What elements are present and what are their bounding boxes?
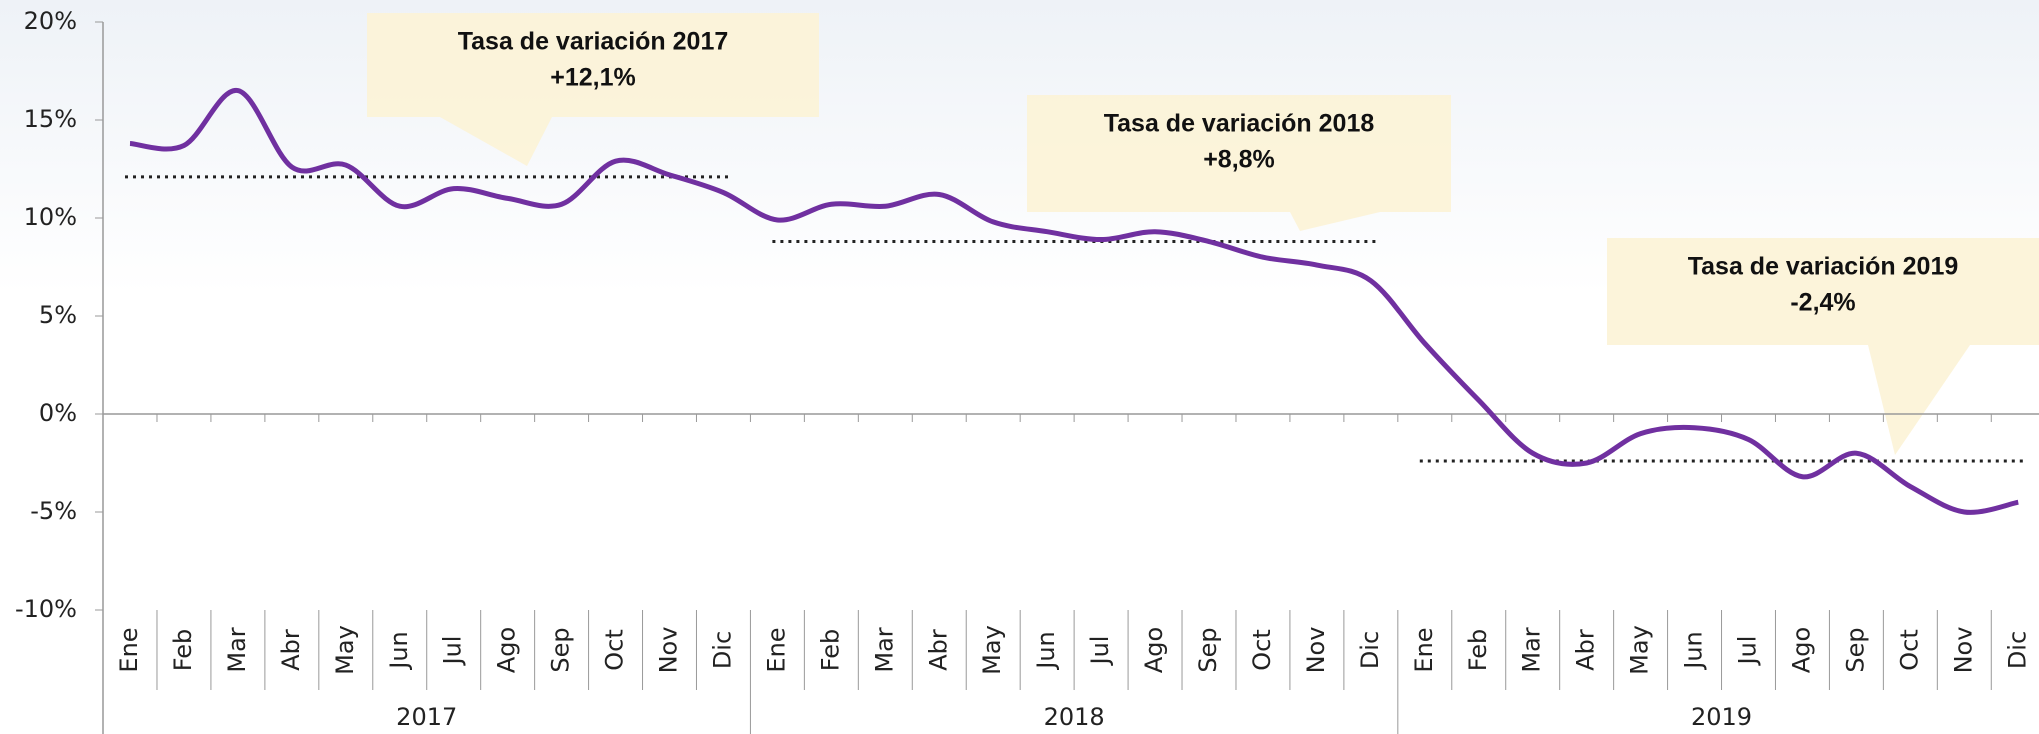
- y-tick-label: -10%: [15, 595, 77, 623]
- x-tick-label: Dic: [2003, 631, 2031, 669]
- x-tick-label: Nov: [1302, 627, 1330, 674]
- y-tick-label: 20%: [24, 7, 77, 35]
- x-tick-label: Oct: [601, 629, 629, 671]
- x-group-label: 2018: [1044, 703, 1105, 731]
- callout-pointer: [1868, 345, 1970, 455]
- x-tick-label: May: [1626, 625, 1654, 675]
- x-tick-label: Ago: [493, 627, 521, 673]
- callout-box: [1607, 238, 2039, 345]
- callout-title: Tasa de variación 2019: [1688, 253, 1959, 281]
- x-group-label: 2017: [396, 703, 457, 731]
- x-tick-label: Feb: [1464, 629, 1492, 672]
- x-tick-label: Feb: [816, 629, 844, 672]
- x-tick-label: Oct: [1248, 629, 1276, 671]
- x-tick-label: Feb: [169, 629, 197, 672]
- x-tick-label: Sep: [1841, 627, 1869, 672]
- x-tick-label: Nov: [655, 627, 683, 674]
- x-tick-label: Ago: [1140, 627, 1168, 673]
- callout-pointer: [1290, 212, 1380, 231]
- data-line: [129, 88, 2019, 515]
- callout-value: +12,1%: [550, 64, 636, 92]
- callout-title: Tasa de variación 2017: [458, 28, 729, 56]
- x-tick-label: May: [978, 625, 1006, 675]
- x-tick-label: May: [331, 625, 359, 675]
- y-tick-label: 5%: [39, 301, 77, 329]
- x-tick-label: Mar: [1518, 627, 1546, 672]
- x-tick-label: Oct: [1895, 629, 1923, 671]
- y-tick-label: 15%: [24, 105, 77, 133]
- y-tick-label: 10%: [24, 203, 77, 231]
- x-tick-label: Sep: [1194, 627, 1222, 672]
- callout-box: [1027, 95, 1451, 212]
- x-tick-label: Jul: [439, 636, 467, 667]
- x-tick-label: Ago: [1787, 627, 1815, 673]
- x-tick-label: Abr: [1572, 629, 1600, 671]
- x-tick-label: Dic: [1356, 631, 1384, 669]
- x-tick-label: Ene: [762, 627, 790, 672]
- callout-box: [367, 13, 819, 117]
- callout-title: Tasa de variación 2018: [1104, 110, 1375, 138]
- x-tick-label: Dic: [708, 631, 736, 669]
- x-tick-label: Mar: [870, 627, 898, 672]
- x-tick-label: Ene: [115, 627, 143, 672]
- x-tick-label: Jul: [1734, 636, 1762, 667]
- x-tick-label: Ene: [1410, 627, 1438, 672]
- x-tick-label: Jun: [1032, 631, 1060, 671]
- y-tick-label: 0%: [39, 399, 77, 427]
- x-tick-label: Nov: [1949, 627, 1977, 674]
- callout-value: -2,4%: [1790, 289, 1855, 317]
- y-tick-label: -5%: [30, 497, 77, 525]
- x-tick-label: Jun: [1680, 631, 1708, 671]
- x-group-label: 2019: [1691, 703, 1752, 731]
- x-tick-label: Sep: [547, 627, 575, 672]
- x-tick-label: Abr: [924, 629, 952, 671]
- x-tick-label: Abr: [277, 629, 305, 671]
- callout-pointer: [440, 117, 552, 166]
- x-tick-label: Mar: [223, 627, 251, 672]
- callout-value: +8,8%: [1203, 146, 1275, 174]
- x-tick-label: Jul: [1086, 636, 1114, 667]
- x-tick-label: Jun: [385, 631, 413, 671]
